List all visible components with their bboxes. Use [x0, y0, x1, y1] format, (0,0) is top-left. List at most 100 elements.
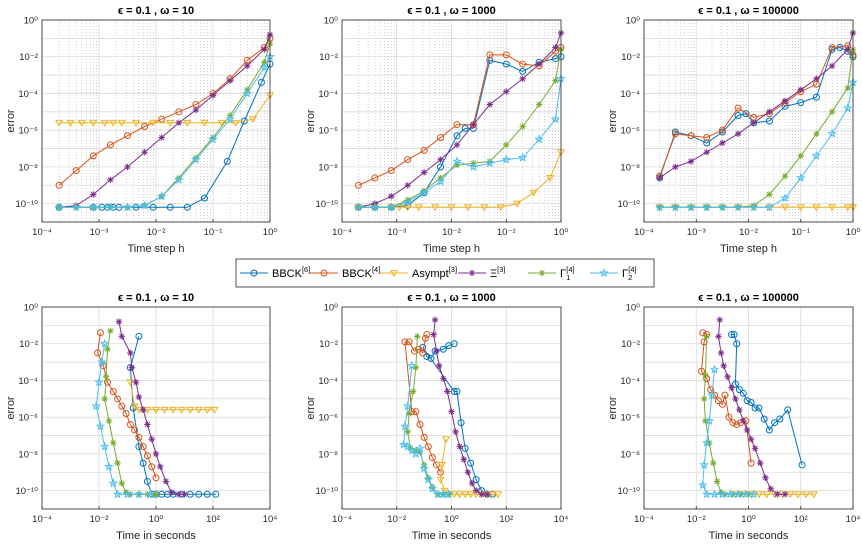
data-point [453, 387, 461, 395]
data-point [435, 176, 446, 186]
data-point [433, 347, 440, 355]
data-point [811, 150, 822, 160]
data-point [750, 202, 757, 209]
x-tick-label: 10⁻⁴ [332, 227, 352, 238]
data-point [486, 101, 494, 108]
data-point [503, 88, 510, 95]
data-point [169, 406, 178, 414]
data-point [686, 202, 696, 212]
data-point [700, 395, 708, 403]
data-point [89, 119, 98, 127]
data-point [728, 384, 735, 391]
x-tick-label: 10⁻⁴ [634, 227, 654, 238]
data-point [742, 110, 750, 118]
data-point [223, 157, 231, 165]
data-point [734, 111, 742, 119]
data-point [550, 114, 561, 124]
data-point [195, 490, 203, 498]
data-point [135, 332, 143, 340]
chart-title: ϵ = 0.1 , ω = 10 [118, 5, 194, 17]
data-point [225, 114, 235, 124]
data-point [209, 134, 217, 141]
data-point [144, 421, 151, 428]
data-point [751, 404, 759, 412]
data-point [502, 60, 510, 68]
data-point [191, 154, 201, 164]
data-point [732, 395, 739, 403]
data-point [54, 202, 64, 212]
y-tick-label: 10⁻² [621, 52, 640, 63]
data-point [175, 174, 182, 182]
data-point [812, 204, 821, 212]
data-point [104, 378, 112, 386]
data-point [717, 489, 725, 496]
x-tick-label: 10⁰ [444, 514, 459, 525]
data-point [95, 421, 106, 431]
data-point [709, 489, 720, 499]
series-4 [656, 29, 857, 182]
data-point [412, 364, 420, 371]
data-point [781, 491, 789, 498]
data-point [463, 204, 472, 212]
data-point [130, 403, 139, 411]
data-point [209, 92, 217, 99]
data-point [501, 154, 512, 164]
data-point [353, 202, 364, 212]
data-point [106, 141, 114, 149]
data-point [398, 439, 409, 449]
data-point [704, 415, 715, 425]
series-line [59, 34, 271, 208]
legend-entry-4: Ξ[3] [458, 265, 506, 280]
legend-label: Ξ[3] [490, 265, 506, 280]
x-tick-label: 10⁻² [739, 227, 758, 238]
y-tick-label: 10⁰ [324, 16, 339, 27]
data-point [208, 134, 218, 144]
data-point [715, 333, 722, 340]
data-point [809, 491, 818, 499]
data-point [200, 194, 208, 202]
data-point [143, 452, 151, 460]
data-point [427, 483, 438, 493]
x-tick-label: 10⁰ [741, 514, 756, 525]
data-point [707, 386, 715, 394]
data-point [105, 417, 113, 425]
data-point [421, 334, 429, 342]
data-point [456, 443, 463, 450]
data-point [152, 474, 160, 482]
data-point [747, 398, 755, 406]
data-point [513, 200, 522, 208]
data-point [483, 491, 491, 498]
series-6 [91, 338, 156, 499]
data-point [699, 459, 709, 470]
data-point [468, 161, 479, 171]
chart-title: ϵ = 0.1 , ω = 1000 [407, 5, 496, 17]
x-tick-label: 10⁻² [90, 514, 109, 525]
data-point [431, 316, 439, 324]
data-point [747, 436, 755, 443]
y-tick-label: 10⁻⁸ [620, 449, 640, 460]
x-tick-label: 10⁰ [263, 227, 278, 238]
data-point [128, 364, 135, 371]
x-tick-label: 10² [499, 514, 513, 525]
data-point [786, 491, 795, 499]
y-tick-label: 10⁻⁴ [318, 89, 338, 100]
series-6 [54, 51, 275, 212]
data-point [656, 204, 663, 211]
data-point [102, 373, 110, 380]
data-point [741, 489, 751, 499]
data-point [798, 461, 806, 469]
y-axis-label: error [607, 109, 619, 133]
data-point [725, 413, 733, 421]
data-point [467, 459, 475, 467]
data-point [420, 433, 428, 441]
data-point [152, 491, 160, 498]
data-point [670, 202, 681, 212]
data-point [844, 46, 851, 53]
data-point [431, 204, 440, 212]
data-point [776, 415, 784, 423]
data-point [843, 204, 852, 212]
x-tick-label: 10⁴ [554, 514, 569, 525]
legend-entry-1: BBCK[6] [240, 265, 310, 280]
data-point [423, 353, 431, 361]
